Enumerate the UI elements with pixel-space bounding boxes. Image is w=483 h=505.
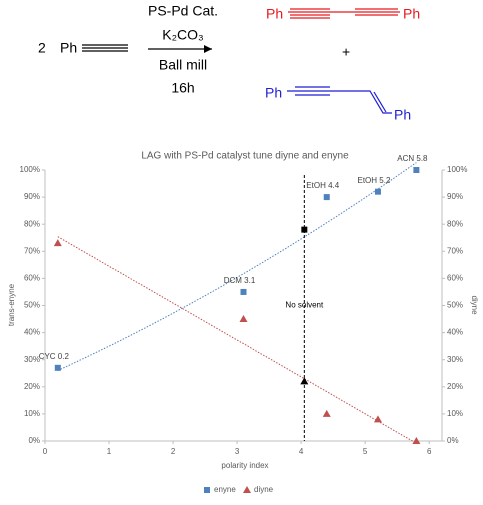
plus: + — [342, 44, 350, 60]
marker — [239, 315, 248, 323]
x-axis-label: polarity index — [221, 461, 268, 470]
y-tick-label: 10% — [24, 409, 40, 418]
reagent: PS-Pd Cat. — [148, 3, 218, 19]
marker — [240, 288, 247, 295]
data-label: CYC 0.2 — [39, 352, 70, 361]
marker — [300, 377, 309, 385]
y2-tick-label: 20% — [447, 382, 463, 391]
y-axis-label: trans-enyne — [7, 283, 16, 326]
x-tick-label: 0 — [43, 447, 48, 456]
y-tick-label: 0% — [28, 436, 40, 445]
data-label: EtOH 4.4 — [306, 181, 339, 190]
x-tick-label: 5 — [363, 447, 368, 456]
chart-title: LAG with PS-Pd catalyst tune diyne and e… — [141, 151, 349, 162]
y2-tick-label: 70% — [447, 246, 463, 255]
y2-tick-label: 80% — [447, 219, 463, 228]
group: Ph — [394, 107, 411, 123]
diyne-bonds — [288, 8, 400, 19]
data-label: EtOH 5.2 — [358, 176, 391, 185]
marker — [373, 415, 382, 423]
y2-tick-label: 30% — [447, 355, 463, 364]
y2-tick-label: 50% — [447, 301, 463, 310]
y2-tick-label: 100% — [447, 165, 467, 174]
group: Ph — [265, 85, 282, 101]
marker — [54, 364, 61, 371]
y-tick-label: 40% — [24, 328, 40, 337]
y2-tick-label: 60% — [447, 274, 463, 283]
enyne-bonds — [287, 86, 392, 114]
trendline — [57, 162, 417, 371]
chart: LAG with PS-Pd catalyst tune diyne and e… — [7, 151, 479, 470]
reference-label: No solvent — [285, 301, 324, 310]
group: Ph — [403, 6, 420, 22]
y2-tick-label: 40% — [447, 328, 463, 337]
data-label: DCM 3.1 — [224, 276, 256, 285]
y-tick-label: 60% — [24, 274, 40, 283]
legend-label: diyne — [254, 485, 274, 494]
y-tick-label: 30% — [24, 355, 40, 364]
y-tick-label: 50% — [24, 301, 40, 310]
marker — [322, 409, 331, 417]
method: Ball mill — [159, 57, 207, 73]
y-tick-label: 100% — [20, 165, 40, 174]
time: 16h — [171, 80, 194, 96]
data-label: ACN 5.8 — [397, 154, 428, 163]
marker — [374, 188, 381, 195]
marker — [53, 239, 62, 247]
x-tick-label: 6 — [427, 447, 432, 456]
triple-bond — [82, 44, 128, 52]
group: Ph — [266, 6, 283, 22]
x-tick-label: 3 — [235, 447, 240, 456]
reaction-scheme: 2 Ph PS-Pd Cat. K₂CO₃ Ball mill 16h Ph P… — [38, 3, 420, 123]
y-tick-label: 90% — [24, 192, 40, 201]
x-tick-label: 1 — [107, 447, 112, 456]
base: K₂CO₃ — [162, 27, 203, 43]
y2-tick-label: 90% — [447, 192, 463, 201]
y-tick-label: 20% — [24, 382, 40, 391]
legend-label: enyne — [214, 485, 236, 494]
y2-axis-label: diyne — [470, 295, 479, 315]
marker — [413, 167, 420, 173]
trendline — [57, 236, 417, 444]
y-tick-label: 80% — [24, 219, 40, 228]
x-tick-label: 2 — [171, 447, 176, 456]
group: Ph — [60, 40, 77, 56]
y2-tick-label: 10% — [447, 409, 463, 418]
marker — [412, 437, 421, 444]
coefficient: 2 — [38, 40, 46, 56]
marker — [323, 194, 330, 201]
marker — [301, 226, 308, 233]
legend-marker — [243, 486, 251, 493]
y2-tick-label: 0% — [447, 436, 459, 445]
legend-marker — [204, 487, 210, 493]
arrow-head — [204, 45, 212, 53]
x-tick-label: 4 — [299, 447, 304, 456]
y-tick-label: 70% — [24, 246, 40, 255]
